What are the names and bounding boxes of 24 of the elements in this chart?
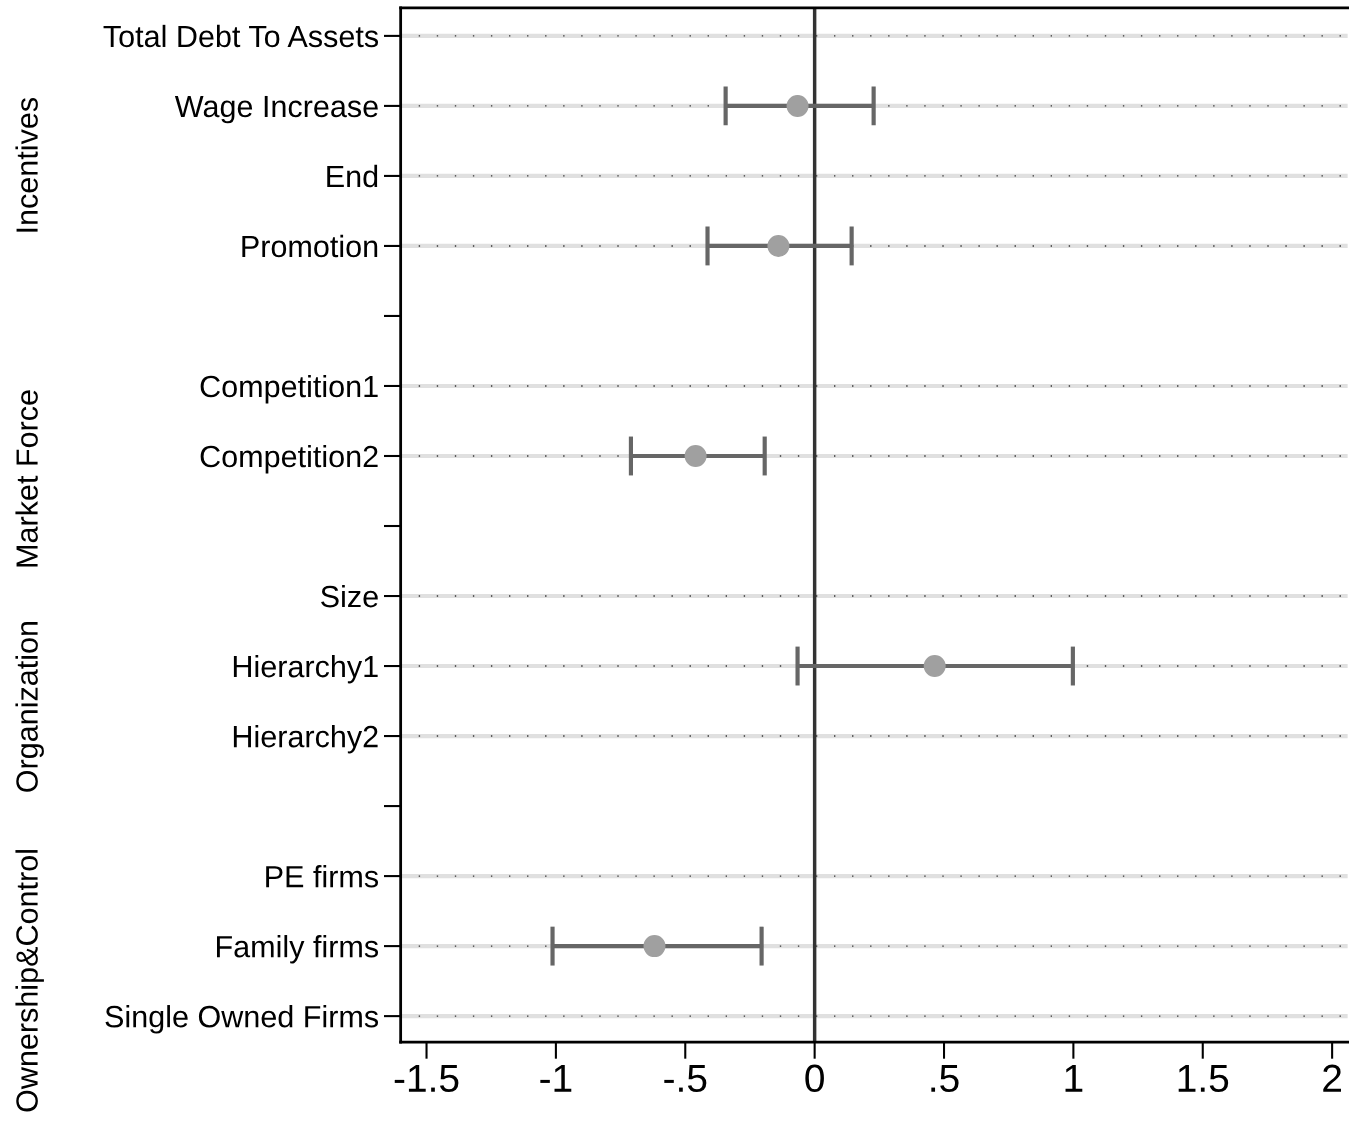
y-tick-label: Hierarchy2 xyxy=(233,724,378,754)
x-tick-label: 2 xyxy=(1323,1064,1341,1092)
x-tick-label: .5 xyxy=(931,1064,959,1093)
text: Ownership&Control xyxy=(15,850,44,1112)
text: Organization xyxy=(15,621,44,792)
y-tick-label: Size xyxy=(321,584,378,608)
x-tick-label: 1 xyxy=(1065,1064,1083,1092)
x-tick-label: -.5 xyxy=(664,1064,707,1093)
y-tick-label: Single Owned Firms xyxy=(105,1005,379,1034)
y-tick-label: Total Debt To Assets xyxy=(103,24,379,48)
x-tick-label: 1.5 xyxy=(1178,1064,1229,1093)
y-tick-label: Wage Increase xyxy=(174,95,378,124)
y-tick-label: Competition1 xyxy=(200,374,378,404)
y-tick-label: Family firms xyxy=(217,935,379,964)
y-tick-label: Promotion xyxy=(242,234,378,258)
x-tick-label: -1.5 xyxy=(394,1064,459,1093)
text: Incentives xyxy=(15,97,38,232)
text: Market Force xyxy=(15,390,38,567)
y-tick-label: End xyxy=(327,164,378,188)
x-tick-label: -1 xyxy=(540,1064,572,1092)
y-tick-label: PE firms xyxy=(266,865,379,888)
y-tick-label: Competition2 xyxy=(200,444,378,474)
y-tick-label: Hierarchy1 xyxy=(233,654,378,684)
x-tick-label: 0 xyxy=(805,1064,824,1093)
